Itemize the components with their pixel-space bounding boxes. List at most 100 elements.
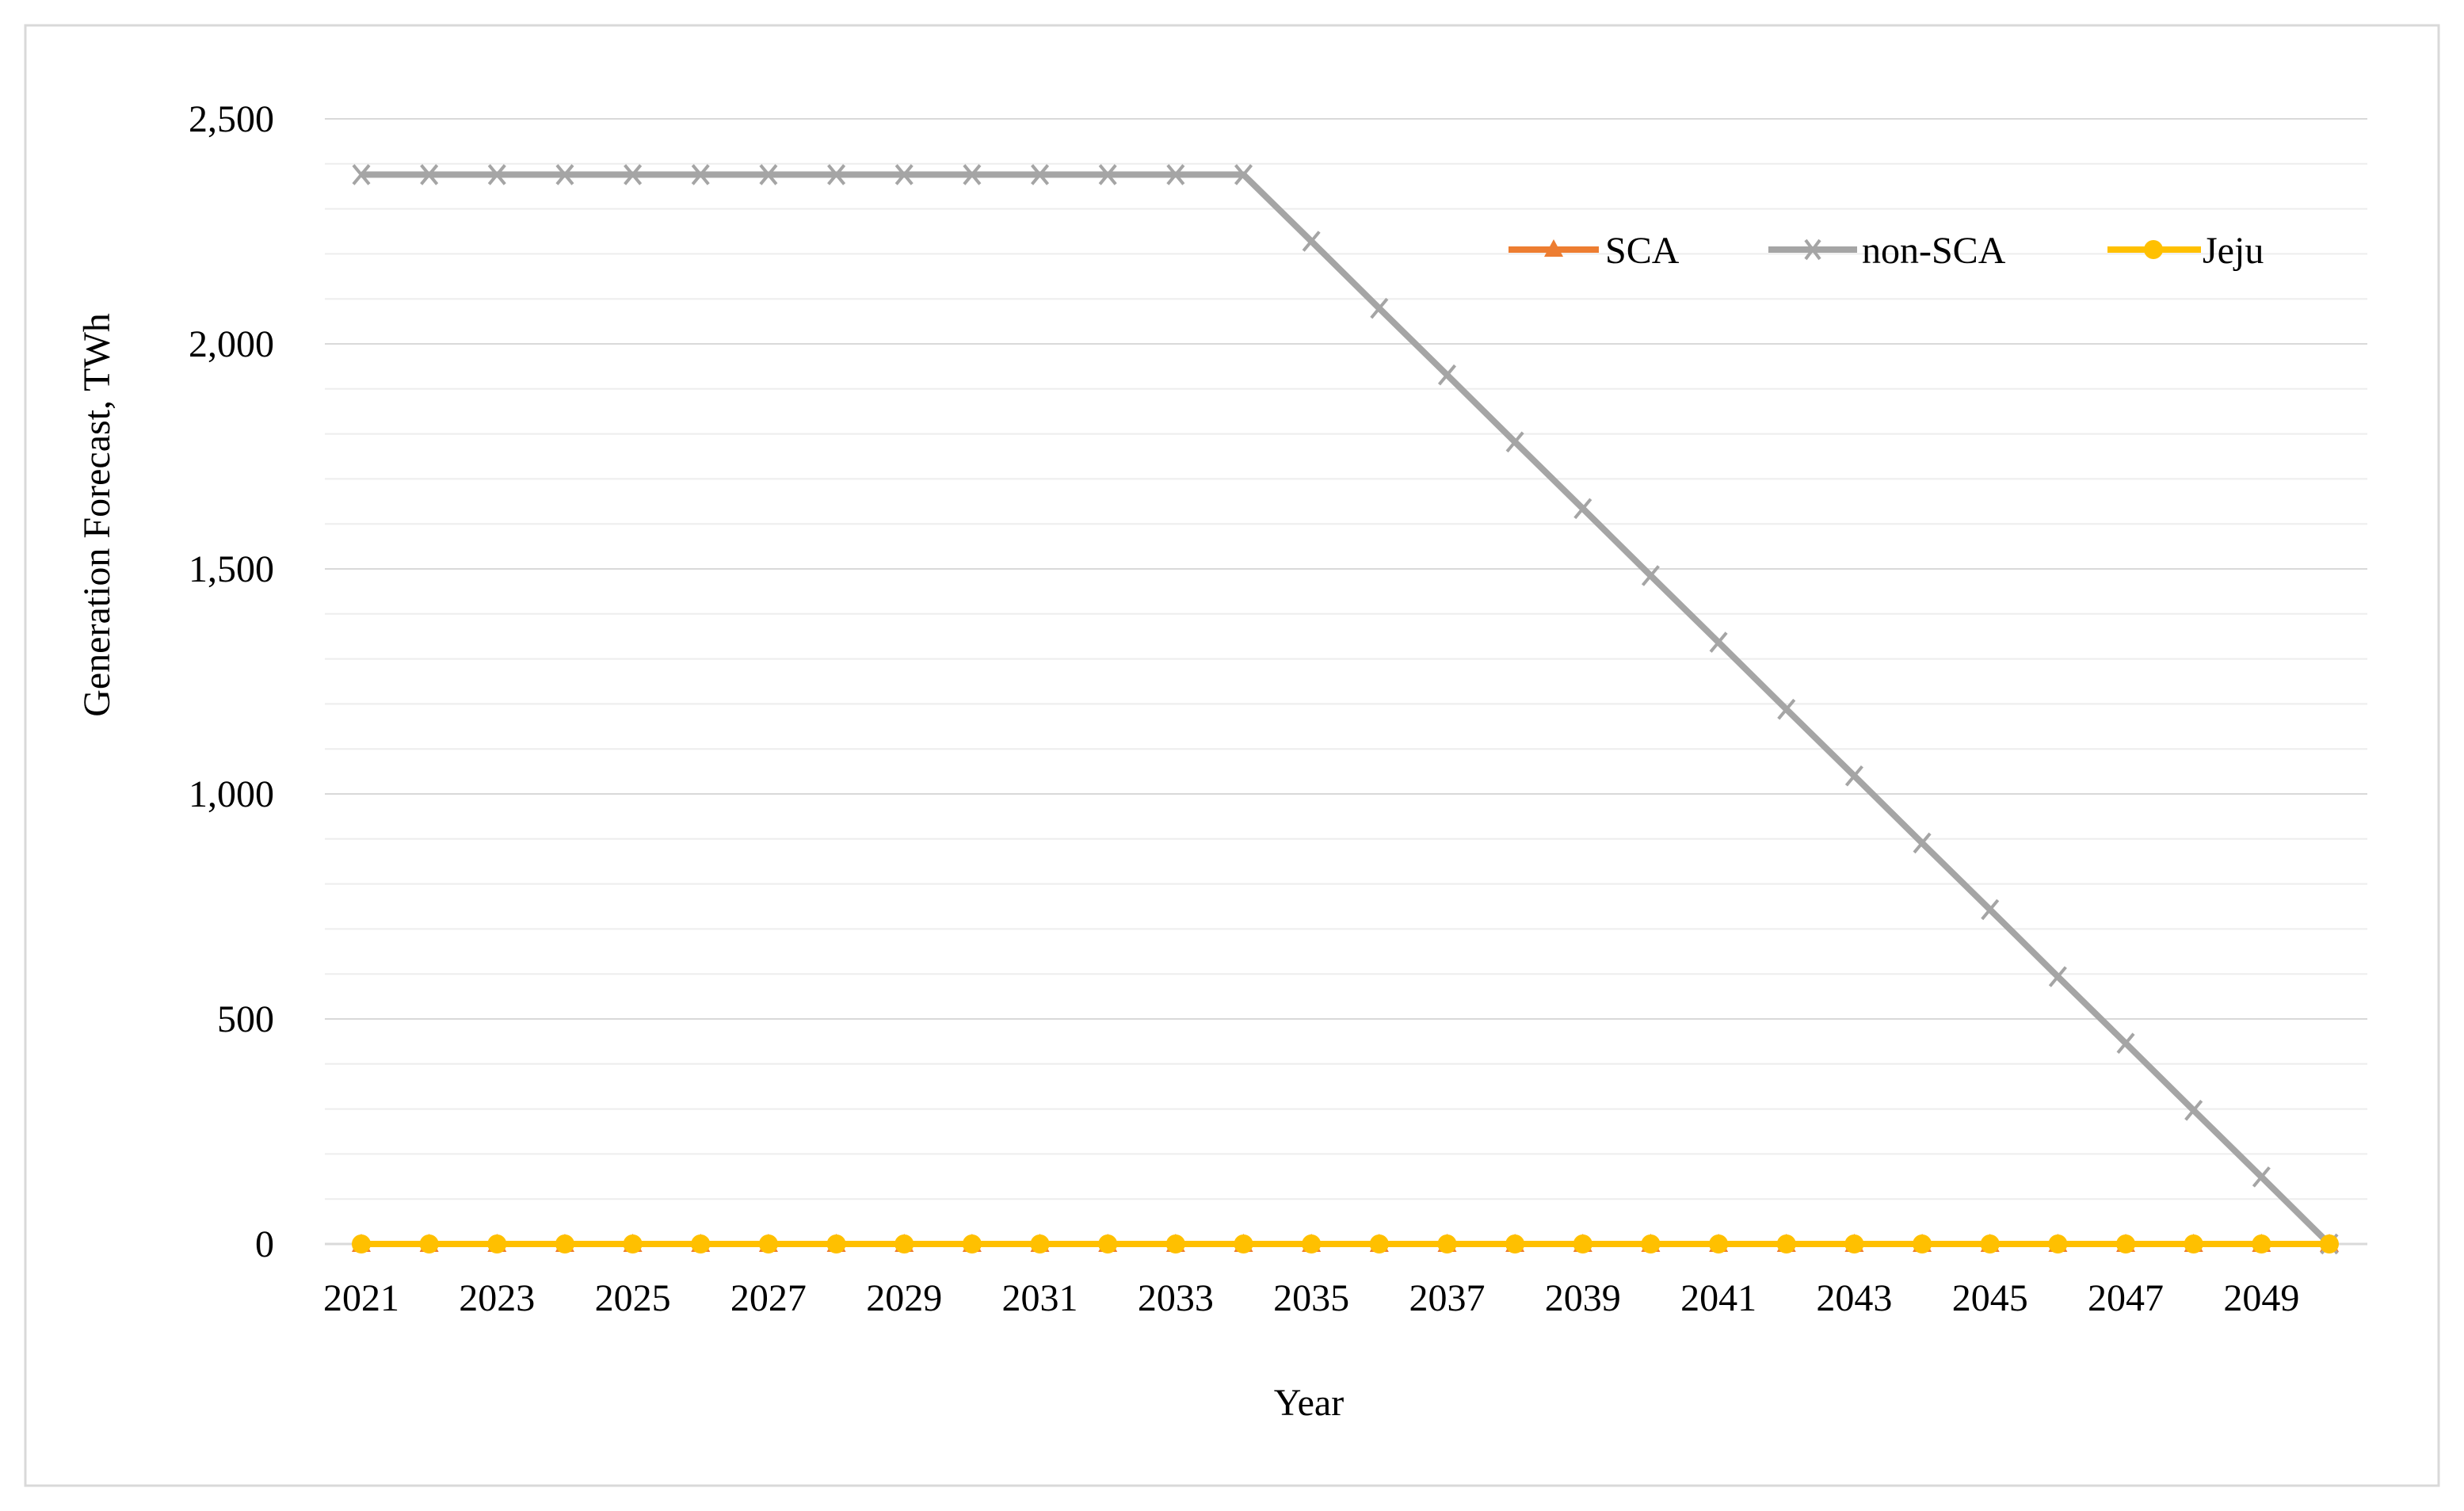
x-tick-label: 2039 (1545, 1277, 1621, 1319)
data-point-non-sca (691, 164, 710, 185)
series-jeju (352, 1234, 2339, 1253)
data-point-non-sca (1913, 832, 1932, 854)
data-point-jeju (555, 1234, 574, 1253)
data-point-non-sca (2252, 1166, 2271, 1188)
data-point-non-sca (2048, 966, 2067, 987)
data-point-non-sca (1098, 164, 1117, 185)
x-tick-label: 2041 (1680, 1277, 1756, 1319)
data-point-jeju (691, 1234, 711, 1253)
data-point-jeju (2252, 1234, 2271, 1253)
data-point-jeju (1437, 1234, 1457, 1253)
data-point-jeju (1302, 1234, 1322, 1253)
series-non-sca (352, 164, 2339, 1255)
y-tick-label: 1,000 (189, 773, 274, 815)
x-tick-label: 2027 (730, 1277, 807, 1319)
legend-label-non-sca: non-SCA (1862, 230, 2006, 272)
y-tick-label: 2,000 (189, 323, 274, 365)
data-point-non-sca (963, 164, 982, 185)
y-axis-title: Generation Forecast, TWh (76, 313, 118, 717)
x-tick-label: 2025 (595, 1277, 671, 1319)
legend: SCA non-SCA Jeju (1509, 230, 2264, 272)
x-axis-title: Year (1274, 1382, 1344, 1424)
data-point-jeju (1844, 1234, 1864, 1253)
x-tick-label: 2045 (1952, 1277, 2028, 1319)
legend-marker-non-sca (1804, 238, 1821, 261)
data-point-non-sca (1709, 631, 1728, 653)
data-point-non-sca (1641, 565, 1660, 586)
x-tick-label: 2023 (459, 1277, 535, 1319)
data-point-non-sca (1370, 297, 1389, 319)
y-tick-label: 0 (255, 1223, 274, 1265)
data-point-non-sca (1844, 765, 1863, 787)
data-point-non-sca (1437, 364, 1457, 386)
data-point-non-sca (2116, 1032, 2135, 1054)
y-axis-tick-labels: 0 500 1,000 1,500 2,000 2,500 (189, 98, 274, 1265)
x-tick-label: 2035 (1273, 1277, 1349, 1319)
data-point-jeju (1980, 1234, 2000, 1253)
x-tick-label: 2047 (2088, 1277, 2164, 1319)
data-point-jeju (1709, 1234, 1729, 1253)
data-point-jeju (1505, 1234, 1525, 1253)
x-tick-label: 2037 (1409, 1277, 1485, 1319)
x-tick-label: 2043 (1816, 1277, 1892, 1319)
data-point-non-sca (1573, 498, 1592, 520)
y-tick-label: 500 (217, 998, 274, 1040)
data-point-jeju (1573, 1234, 1592, 1253)
chart-border (24, 24, 2440, 1487)
data-point-jeju (623, 1234, 643, 1253)
legend-label-jeju: Jeju (2203, 230, 2264, 272)
data-point-jeju (962, 1234, 982, 1253)
data-point-non-sca (487, 164, 506, 185)
data-point-non-sca (1505, 431, 1524, 453)
data-point-non-sca (1981, 899, 2000, 921)
data-point-jeju (487, 1234, 507, 1253)
data-point-non-sca (1302, 231, 1321, 252)
x-tick-label: 2029 (866, 1277, 942, 1319)
data-point-jeju (2048, 1234, 2068, 1253)
data-point-non-sca (1777, 698, 1796, 720)
x-tick-label: 2049 (2223, 1277, 2299, 1319)
data-point-jeju (1641, 1234, 1661, 1253)
data-point-jeju (826, 1234, 846, 1253)
data-point-non-sca (2184, 1100, 2203, 1121)
data-point-jeju (2184, 1234, 2203, 1253)
legend-marker-sca (1544, 239, 1563, 257)
legend-item-non-sca: non-SCA (1768, 230, 2006, 272)
series-line-non-sca (361, 171, 2332, 1246)
data-point-non-sca (894, 164, 914, 185)
y-tick-label: 2,500 (189, 98, 274, 140)
legend-label-sca: SCA (1605, 230, 1680, 272)
y-tick-label: 1,500 (189, 548, 274, 590)
data-point-jeju (1165, 1234, 1185, 1253)
legend-item-sca: SCA (1509, 230, 1680, 272)
legend-marker-jeju (2144, 240, 2163, 259)
minor-gridlines (325, 162, 2367, 1200)
data-point-jeju (1030, 1234, 1050, 1253)
data-point-non-sca (420, 164, 439, 185)
legend-item-jeju: Jeju (2107, 230, 2264, 272)
data-point-non-sca (1166, 164, 1185, 185)
data-point-jeju (1098, 1234, 1118, 1253)
data-point-non-sca (624, 164, 643, 185)
x-axis-tick-labels: 2021 2023 2025 2027 2029 2031 2033 2035 2037 2039… (323, 1277, 2299, 1319)
data-point-jeju (1369, 1234, 1389, 1253)
data-point-jeju (1234, 1234, 1253, 1253)
data-point-jeju (758, 1234, 778, 1253)
data-point-jeju (419, 1234, 439, 1253)
data-point-non-sca (1234, 164, 1253, 185)
data-point-non-sca (555, 164, 574, 185)
x-tick-label: 2033 (1138, 1277, 1214, 1319)
data-point-non-sca (1031, 164, 1050, 185)
data-point-jeju (2320, 1234, 2339, 1253)
x-tick-label: 2031 (1002, 1277, 1078, 1319)
data-point-non-sca (759, 164, 778, 185)
data-point-jeju (1776, 1234, 1796, 1253)
data-point-jeju (352, 1234, 371, 1253)
data-point-jeju (894, 1234, 914, 1253)
series-layer (352, 164, 2339, 1255)
data-point-non-sca (827, 164, 846, 185)
data-point-jeju (1913, 1234, 1932, 1253)
x-tick-label: 2021 (323, 1277, 399, 1319)
data-point-non-sca (352, 164, 371, 185)
